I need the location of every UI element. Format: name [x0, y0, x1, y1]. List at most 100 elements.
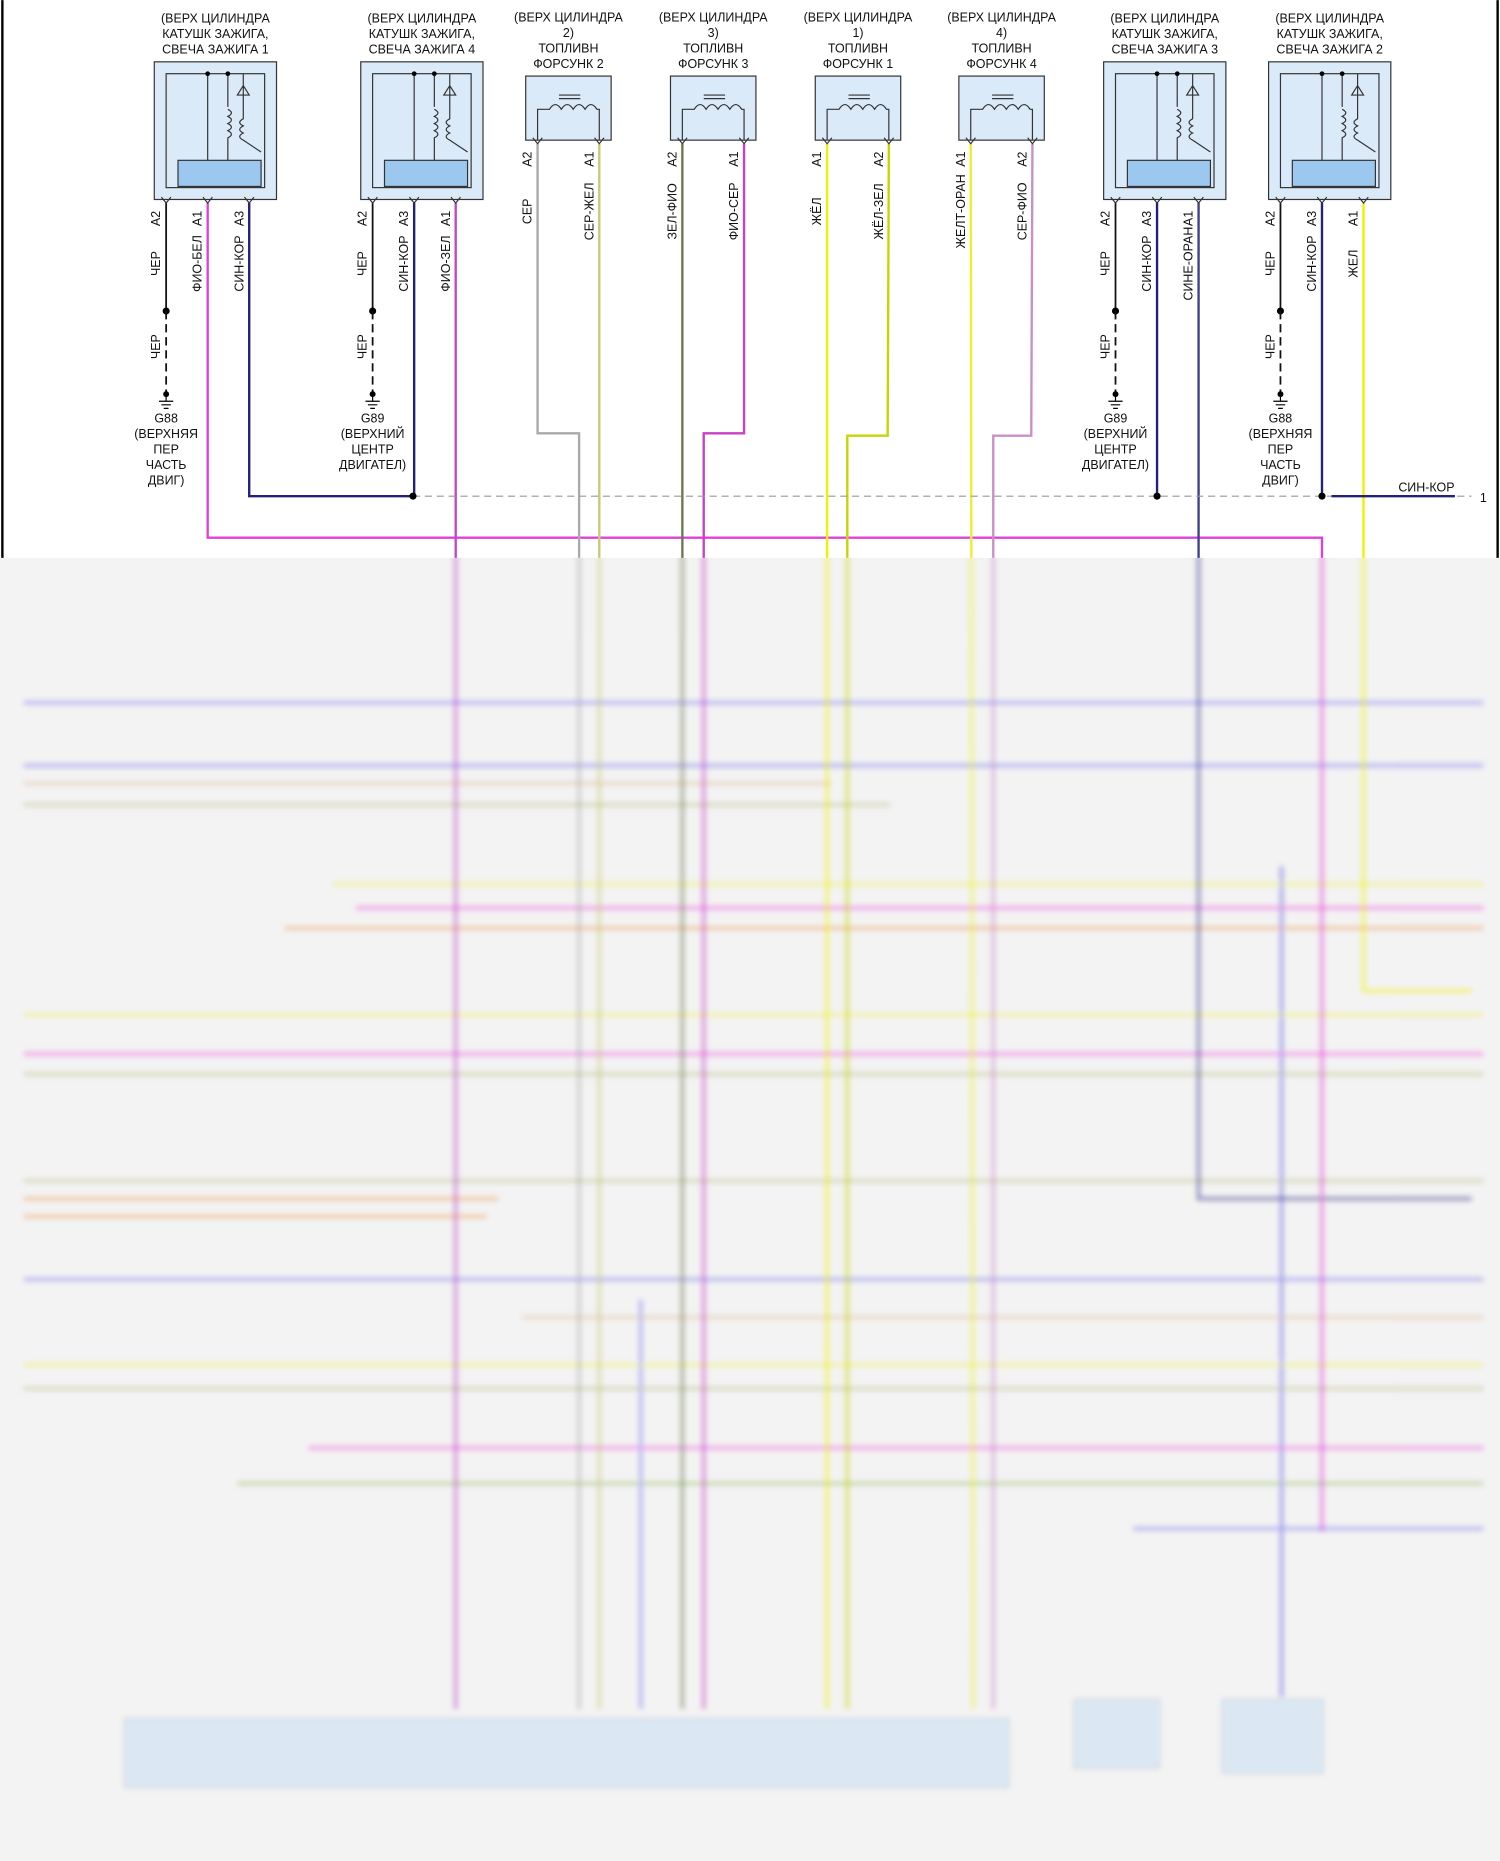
connector-dot: [369, 391, 376, 398]
component-title: ТОПЛИВН: [972, 41, 1032, 55]
pin-terminal: [677, 137, 688, 145]
pin-label: A2: [1099, 211, 1113, 226]
coil-winding: [1321, 73, 1376, 161]
component-title: (ВЕРХ ЦИЛИНДРА: [947, 10, 1056, 24]
pin-label: A1: [954, 151, 968, 166]
component-title: ФОРСУНК 2: [533, 57, 604, 71]
wire-label: ФИО-ЗЕЛ: [439, 235, 453, 291]
ground-location: (ВЕРХНЯЯ: [1249, 427, 1313, 441]
wire-label: ЧЕР: [1264, 251, 1278, 276]
coil-module: [383, 159, 469, 188]
node: [1174, 71, 1180, 77]
pin-terminal: [1151, 196, 1163, 204]
ground-location: ДВИГ): [148, 473, 185, 487]
coil-module: [177, 159, 262, 188]
component-title: (ВЕРХ ЦИЛИНДРА: [804, 10, 913, 24]
pin-label: A3: [1305, 211, 1319, 226]
wire: [206, 203, 1324, 558]
wire-label: ЖЕЛТ-ОРАН: [954, 174, 968, 248]
wire-label: ЧЕР: [1264, 334, 1278, 359]
injector-coil: [536, 94, 600, 141]
pin-label: A3: [232, 211, 246, 226]
ground-location: ПЕР: [1268, 442, 1294, 456]
wire-label: ЧЕР: [149, 334, 163, 359]
component-box: [814, 75, 902, 141]
component-title: СВЕЧА ЗАЖИГА 4: [369, 43, 476, 57]
pin-terminal: [1316, 196, 1328, 204]
wire-label: СЕР: [521, 199, 535, 225]
coil-module: [1126, 159, 1212, 188]
pin-label: A3: [397, 211, 411, 226]
wire: [991, 557, 996, 1709]
node: [1154, 71, 1160, 77]
component-title: 1): [852, 26, 863, 40]
splice-wire-label: СИН-КОР: [1398, 480, 1454, 494]
component-title: (ВЕРХ ЦИЛИНДРА: [1110, 12, 1219, 26]
wire: [846, 143, 891, 558]
blurred-wires: [453, 557, 1472, 1709]
wire-label: ЧЕР: [356, 251, 370, 276]
wire-label: ЧЕР: [1099, 251, 1113, 276]
pin-terminal: [532, 137, 543, 145]
ground-location: ЦЕНТР: [1094, 442, 1136, 456]
pin-terminal: [883, 137, 895, 145]
injector-coil: [681, 94, 745, 141]
injector-coil: [826, 94, 890, 141]
component-title: КАТУШК ЗАЖИГА,: [1277, 27, 1383, 41]
ground-location: (ВЕРХНИЙ: [1084, 426, 1148, 441]
wire: [1320, 557, 1324, 1531]
wire: [248, 203, 413, 498]
pin-terminal: [450, 196, 461, 204]
component-title: (ВЕРХ ЦИЛИНДРА: [367, 12, 476, 26]
wire: [536, 143, 581, 558]
component-title: КАТУШК ЗАЖИГА,: [1112, 27, 1218, 41]
wire-label: ФИО-СЕР: [727, 182, 741, 240]
pin-label: A1: [1347, 211, 1361, 226]
wire-label: СИН-КОР: [397, 235, 411, 291]
wire: [992, 143, 1034, 558]
pin-terminal: [202, 196, 213, 204]
pin-terminal: [1275, 196, 1286, 204]
coil-winding: [1156, 73, 1211, 161]
ground-location: (ВЕРХНИЙ: [341, 426, 405, 441]
node: [205, 71, 211, 77]
pin-label: A2: [1016, 151, 1030, 166]
component-title: (ВЕРХ ЦИЛИНДРА: [1275, 12, 1384, 26]
node: [431, 71, 437, 77]
component-title: СВЕЧА ЗАЖИГА 2: [1276, 43, 1383, 57]
pin-terminal: [965, 137, 976, 145]
node: [411, 71, 417, 77]
component-title: (ВЕРХ ЦИЛИНДРА: [514, 10, 623, 24]
pin-label: A2: [149, 211, 163, 226]
component-title: СВЕЧА ЗАЖИГА 1: [162, 43, 269, 57]
ground-location: ПЕР: [153, 442, 179, 456]
component-box: [958, 75, 1045, 141]
fuel-injector: (ВЕРХ ЦИЛИНДРА 3)ТОПЛИВН ФОРСУНК 3 A2 ЗЕЛ-ФИ…: [659, 10, 768, 240]
injector-coil: [970, 94, 1034, 141]
component-title: 3): [708, 26, 719, 40]
component-title: ТОПЛИВН: [683, 41, 743, 55]
pin-label: A2: [356, 211, 370, 226]
pin-terminal: [1358, 196, 1369, 204]
wire-label: СИН-КОР: [232, 235, 246, 291]
ground-location: (ВЕРХНЯЯ: [134, 427, 198, 441]
pin-label: A2: [521, 151, 535, 166]
wire: [969, 557, 975, 1709]
connector-dot: [1277, 391, 1284, 398]
ground-name: G89: [1104, 412, 1128, 426]
ground-location: ДВИГАТЕЛ): [339, 458, 406, 472]
pin-label: A3: [1140, 211, 1154, 226]
wires: [165, 143, 1365, 558]
wire-label: ЧЕР: [1099, 334, 1113, 359]
coil-frame: [372, 73, 472, 189]
component-title: ФОРСУНК 4: [966, 57, 1037, 71]
pin-label: A1: [727, 151, 741, 166]
wire-label: СИН-КОР: [1140, 235, 1154, 291]
splice-dot: [409, 492, 417, 500]
ground-name: G89: [361, 412, 385, 426]
wire-label: СИНЕ-ОРАН: [1182, 227, 1196, 301]
